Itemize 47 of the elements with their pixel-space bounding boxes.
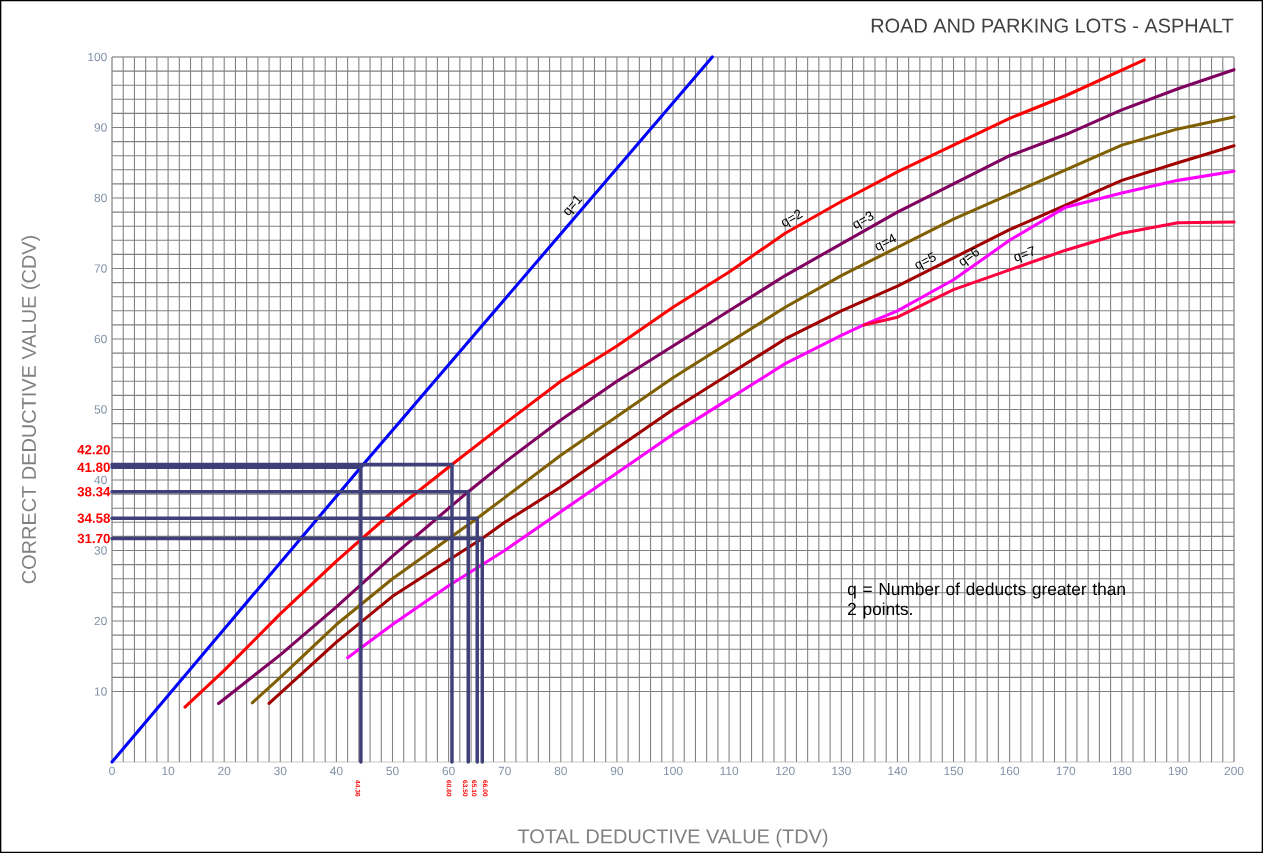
text: q=2 <box>781 209 803 228</box>
annotation: 41.80 <box>77 462 110 472</box>
x-tick-label: 40 <box>330 766 343 776</box>
x-tick-label: 0 <box>109 766 115 776</box>
y-tick-label: 80 <box>94 193 107 203</box>
x-tick-label: 190 <box>1168 766 1188 776</box>
y-tick-label: 60 <box>94 334 107 344</box>
x-tick-label: 30 <box>274 766 287 776</box>
text: q=5 <box>915 252 936 270</box>
annotation: 34.58 <box>77 513 110 523</box>
text: q=4 <box>875 233 897 252</box>
x-tick-label: 160 <box>1000 766 1020 776</box>
x-tick-label: 90 <box>610 766 624 776</box>
text: q=3 <box>853 211 874 230</box>
y-tick-label: 30 <box>94 546 107 555</box>
annotation: 31.70 <box>77 533 110 544</box>
x-tick-label: 140 <box>888 766 907 776</box>
x-tick-label: 10 <box>162 766 175 776</box>
y-tick-label: 100 <box>88 52 107 62</box>
y-tick-label: 70 <box>94 264 107 273</box>
x-tick-label: 70 <box>498 766 511 776</box>
chart-title: ROAD AND PARKING LOTS - ASPHALT <box>871 18 1234 33</box>
annotation: 42.20 <box>77 444 110 455</box>
x-tick-label: 60 <box>442 766 455 776</box>
annotation: q = Number of deducts greater than 2 points. <box>847 582 1125 619</box>
y-axis-title: CORRECT DEDUCTIVE VALUE (CDV) <box>21 236 40 584</box>
text: q=7 <box>1014 246 1034 263</box>
x-tick-label: 50 <box>386 766 399 776</box>
x-tick-label: 200 <box>1224 766 1244 776</box>
x-tick-label: 170 <box>1056 766 1076 776</box>
y-tick-label: 50 <box>94 405 107 414</box>
x-tick-label: 180 <box>1112 766 1132 776</box>
y-tick-label: 10 <box>94 687 107 696</box>
x-tick-label: 130 <box>832 766 851 776</box>
text: q=6 <box>959 247 980 266</box>
x-tick-label: 110 <box>720 766 739 776</box>
x-tick-label: 20 <box>218 766 231 776</box>
y-tick-label: 40 <box>94 475 107 485</box>
text: q=1 <box>564 195 583 216</box>
x-axis-title: TOTAL DEDUCTIVE VALUE (TDV) <box>517 828 828 848</box>
x-tick-label: 100 <box>663 766 683 776</box>
y-tick-label: 90 <box>94 123 107 132</box>
x-tick-label: 80 <box>554 766 567 776</box>
x-tick-label: 120 <box>776 766 795 776</box>
x-tick-label: 150 <box>944 766 964 776</box>
annotation: 38.34 <box>77 486 111 497</box>
y-tick-label: 20 <box>94 616 107 626</box>
